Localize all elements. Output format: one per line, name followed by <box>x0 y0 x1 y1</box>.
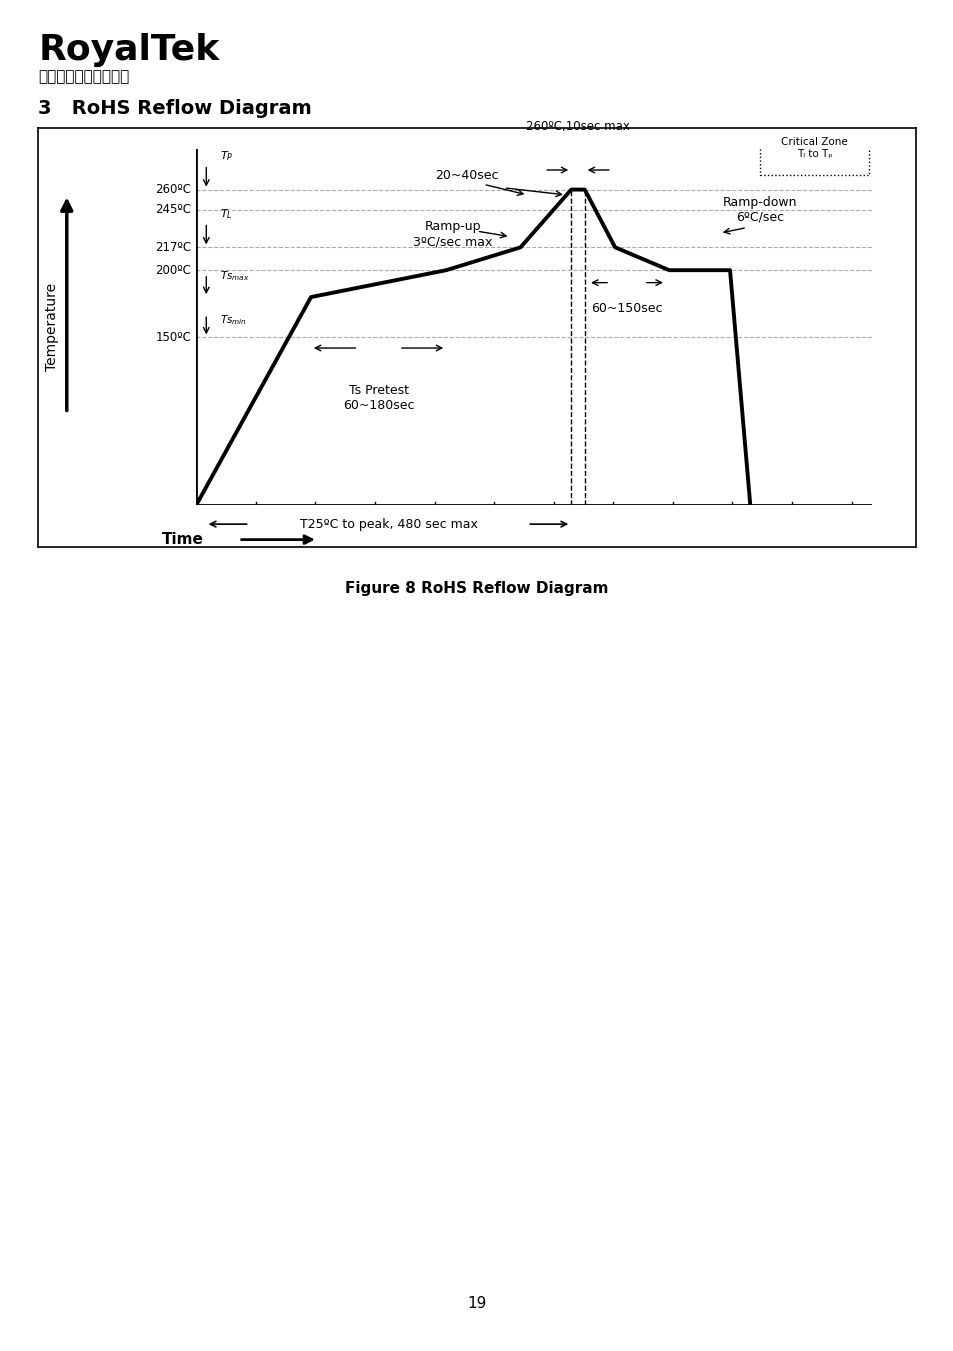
Text: 245ºC: 245ºC <box>155 203 192 216</box>
Text: 60~150sec: 60~150sec <box>591 303 662 315</box>
Text: 260ºC,10sec max: 260ºC,10sec max <box>525 120 629 132</box>
Text: $Ts_{max}$: $Ts_{max}$ <box>219 269 249 282</box>
Text: MEB-1000 User Manual: MEB-1000 User Manual <box>452 35 787 59</box>
Text: 200ºC: 200ºC <box>155 263 192 277</box>
Text: $T_L$: $T_L$ <box>219 207 233 220</box>
Text: $T_P$: $T_P$ <box>219 149 233 163</box>
Text: 260ºC: 260ºC <box>155 184 192 196</box>
Text: 19: 19 <box>467 1296 486 1312</box>
Text: RoyalTek: RoyalTek <box>38 32 219 68</box>
Text: Critical Zone
Tₗ to Tₚ: Critical Zone Tₗ to Tₚ <box>781 136 847 158</box>
Text: 217ºC: 217ºC <box>155 240 192 254</box>
Text: 150ºC: 150ºC <box>155 331 192 345</box>
Text: Ramp-up
3ºC/sec max: Ramp-up 3ºC/sec max <box>413 220 492 249</box>
Text: Figure 8 RoHS Reflow Diagram: Figure 8 RoHS Reflow Diagram <box>345 581 608 596</box>
Text: 鼎天國際股份有限公司: 鼎天國際股份有限公司 <box>38 69 130 85</box>
Text: $Ts_{min}$: $Ts_{min}$ <box>219 313 247 327</box>
Text: Ts Pretest
60~180sec: Ts Pretest 60~180sec <box>342 384 414 412</box>
Text: 20~40sec: 20~40sec <box>435 169 497 182</box>
Bar <box>760 120 867 176</box>
Text: Time: Time <box>162 532 203 547</box>
Text: T25ºC to peak, 480 sec max: T25ºC to peak, 480 sec max <box>299 517 476 531</box>
Text: Temperature: Temperature <box>46 284 59 372</box>
Text: 3   RoHS Reflow Diagram: 3 RoHS Reflow Diagram <box>38 99 312 118</box>
Text: Ramp-down
6ºC/sec: Ramp-down 6ºC/sec <box>722 196 797 224</box>
